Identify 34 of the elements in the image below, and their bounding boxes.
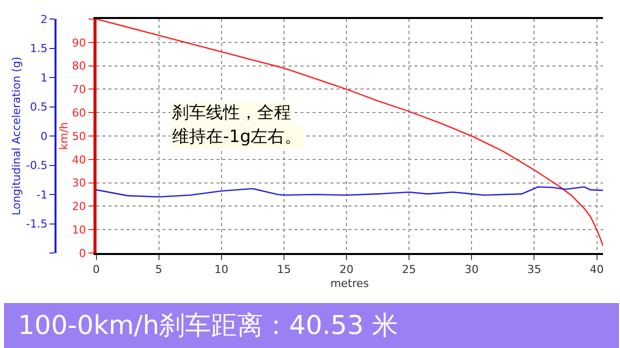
- y2-tick-label: -0.5: [26, 159, 48, 172]
- y2-tick-label: 0: [40, 130, 48, 143]
- y-tick-label: 20: [72, 200, 86, 214]
- x-tick-label: 5: [155, 263, 162, 276]
- y-tick-label: 30: [72, 176, 86, 190]
- x-tick-label: 35: [527, 263, 542, 276]
- y-tick-label: 60: [72, 106, 86, 120]
- text: 100-0km/h刹车距离：40.53 米: [18, 311, 398, 341]
- x-axis-title: metres: [330, 276, 370, 290]
- y-tick-label: 80: [72, 60, 86, 73]
- y2-tick-label: -1.5: [26, 218, 48, 231]
- y2-tick-label: -1: [36, 188, 48, 202]
- y2-tick-label: 1.5: [30, 42, 48, 56]
- y-tick-label: 50: [72, 130, 86, 143]
- annotation: 维持在-1g左右。: [172, 127, 302, 147]
- x-tick-label: 30: [464, 263, 479, 276]
- y2-tick-label: 0.5: [30, 100, 48, 114]
- y2-tick-label: 2: [40, 12, 48, 26]
- y-tick-label: 10: [72, 223, 86, 236]
- y-tick-label: 90: [72, 36, 86, 50]
- y2-axis-title: Longitudinal Acceleration (g): [10, 56, 24, 216]
- x-tick-label: 10: [214, 263, 228, 276]
- y-tick-label: 40: [72, 153, 86, 166]
- y-tick-label: 0: [79, 246, 86, 260]
- y-axis-title: km/h: [58, 122, 71, 150]
- annotation: 刹车线性，全程: [172, 103, 291, 123]
- y-tick-label: 70: [72, 83, 86, 96]
- x-tick-label: 40: [590, 263, 604, 276]
- line-series: [96, 186, 604, 198]
- x-tick-label: 0: [92, 263, 100, 276]
- x-tick-label: 15: [276, 263, 291, 276]
- y2-tick-label: 1: [40, 71, 48, 84]
- x-tick-label: 25: [402, 263, 416, 276]
- x-tick-label: 20: [340, 263, 354, 276]
